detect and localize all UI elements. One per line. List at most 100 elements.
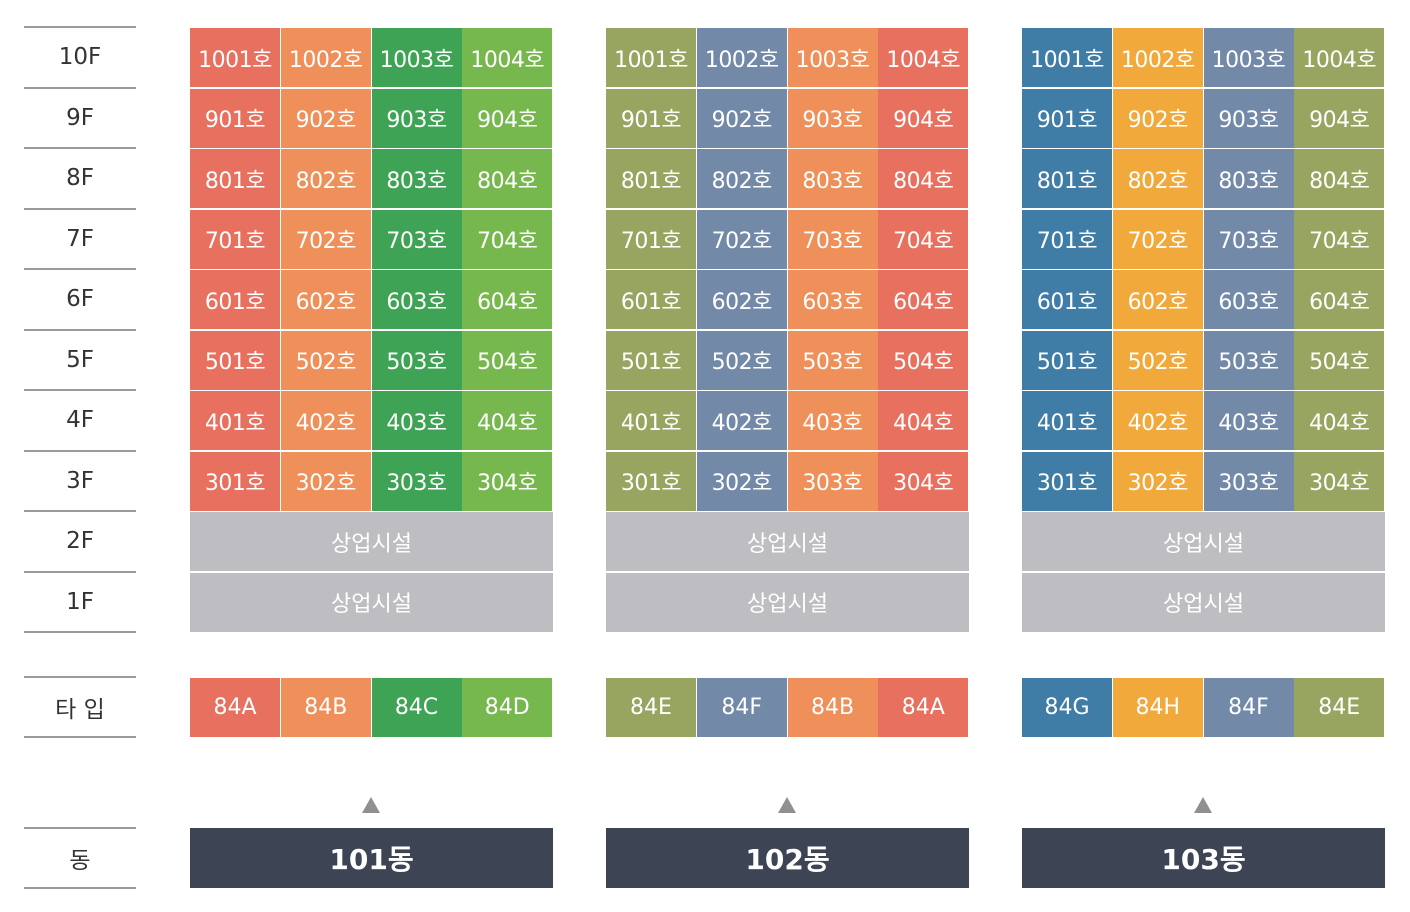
unit-cell: 1004호: [462, 28, 553, 87]
unit-cell: 702호: [280, 209, 371, 269]
unit-cell: 504호: [462, 330, 553, 390]
unit-type-badge: 84H: [1112, 678, 1203, 737]
unit-cell: 302호: [696, 451, 787, 511]
unit-cell: 503호: [1203, 330, 1294, 390]
unit-cell: 902호: [280, 88, 371, 148]
unit-cell: 303호: [371, 451, 462, 511]
unit-cell: 904호: [878, 88, 969, 148]
unit-cell: 802호: [1112, 149, 1203, 208]
unit-cell: 303호: [1203, 451, 1294, 511]
unit-cell: 802호: [696, 149, 787, 208]
unit-cell: 1002호: [280, 28, 371, 87]
unit-cell: 602호: [280, 270, 371, 329]
commercial-floor: 상업시설: [1022, 572, 1385, 632]
unit-cell: 903호: [1203, 88, 1294, 148]
unit-cell: 902호: [696, 88, 787, 148]
unit-cell: 803호: [1203, 149, 1294, 208]
unit-cell: 804호: [1294, 149, 1385, 208]
unit-cell: 1003호: [371, 28, 462, 87]
unit-cell: 401호: [1022, 391, 1112, 450]
unit-cell: 404호: [1294, 391, 1385, 450]
building-name-bar: 101동: [190, 828, 553, 888]
unit-cell: 901호: [1022, 88, 1112, 148]
unit-cell: 302호: [280, 451, 371, 511]
unit-cell: 501호: [1022, 330, 1112, 390]
unit-cell: 402호: [280, 391, 371, 450]
unit-type-badge: 84F: [1203, 678, 1294, 737]
building-1: 1001호 1002호 1003호 1004호 901호 902호 903호 904호 801호…: [190, 0, 553, 900]
unit-type-badge: 84B: [280, 678, 371, 737]
floor-label: 4F: [66, 407, 94, 433]
floor-label: 8F: [66, 165, 94, 191]
unit-cell: 304호: [462, 451, 553, 511]
unit-cell: 904호: [462, 88, 553, 148]
unit-cell: 601호: [606, 270, 696, 329]
unit-type-badge: 84E: [606, 678, 696, 737]
unit-cell: 804호: [462, 149, 553, 208]
unit-cell: 301호: [606, 451, 696, 511]
unit-cell: 1003호: [787, 28, 878, 87]
row-divider: [24, 570, 136, 573]
unit-cell: 802호: [280, 149, 371, 208]
unit-cell: 901호: [190, 88, 280, 148]
unit-type-badge: 84C: [371, 678, 462, 737]
unit-type-badge: 84A: [878, 678, 969, 737]
unit-cell: 301호: [190, 451, 280, 511]
floor-label: 5F: [66, 346, 94, 373]
unit-cell: 401호: [606, 391, 696, 450]
row-divider: [24, 631, 136, 633]
row-divider: [24, 887, 136, 889]
unit-cell: 1004호: [1294, 28, 1385, 87]
unit-type-badge: 84G: [1022, 678, 1112, 737]
row-divider: [24, 389, 136, 391]
unit-cell: 1002호: [696, 28, 787, 87]
unit-cell: 503호: [371, 330, 462, 390]
unit-cell: 1001호: [1022, 28, 1112, 87]
unit-cell: 403호: [371, 391, 462, 450]
unit-cell: 901호: [606, 88, 696, 148]
floor-label: 2F: [66, 528, 94, 554]
unit-type-badge: 84B: [787, 678, 878, 737]
unit-cell: 302호: [1112, 451, 1203, 511]
unit-cell: 601호: [1022, 270, 1112, 329]
row-divider: [24, 510, 136, 512]
unit-cell: 402호: [696, 391, 787, 450]
unit-cell: 301호: [1022, 451, 1112, 511]
unit-type-badge: 84E: [1294, 678, 1385, 737]
unit-cell: 303호: [787, 451, 878, 511]
unit-cell: 903호: [371, 88, 462, 148]
building-3: 1001호 1002호 1003호 1004호 901호 902호 903호 904호 801호…: [1022, 0, 1385, 900]
unit-cell: 701호: [606, 209, 696, 269]
commercial-floor: 상업시설: [606, 572, 969, 632]
row-divider: [24, 147, 136, 149]
commercial-floor: 상업시설: [190, 572, 553, 632]
unit-cell: 704호: [878, 209, 969, 269]
commercial-floor: 상업시설: [190, 512, 553, 571]
unit-type-badge: 84D: [462, 678, 553, 737]
unit-cell: 601호: [190, 270, 280, 329]
unit-cell: 701호: [190, 209, 280, 269]
unit-cell: 1001호: [190, 28, 280, 87]
unit-cell: 703호: [1203, 209, 1294, 269]
row-divider: [24, 736, 136, 738]
unit-cell: 404호: [462, 391, 553, 450]
unit-cell: 701호: [1022, 209, 1112, 269]
unit-cell: 504호: [1294, 330, 1385, 390]
unit-cell: 902호: [1112, 88, 1203, 148]
unit-cell: 404호: [878, 391, 969, 450]
unit-cell: 803호: [371, 149, 462, 208]
unit-cell: 804호: [878, 149, 969, 208]
row-divider: [24, 328, 136, 331]
row-divider: [24, 207, 136, 210]
unit-cell: 803호: [787, 149, 878, 208]
unit-cell: 801호: [190, 149, 280, 208]
unit-cell: 603호: [371, 270, 462, 329]
row-divider: [24, 86, 136, 89]
unit-cell: 1004호: [878, 28, 969, 87]
unit-cell: 604호: [878, 270, 969, 329]
row-divider: [24, 26, 136, 28]
unit-cell: 1001호: [606, 28, 696, 87]
floor-label: 3F: [66, 467, 94, 494]
unit-cell: 904호: [1294, 88, 1385, 148]
unit-cell: 402호: [1112, 391, 1203, 450]
